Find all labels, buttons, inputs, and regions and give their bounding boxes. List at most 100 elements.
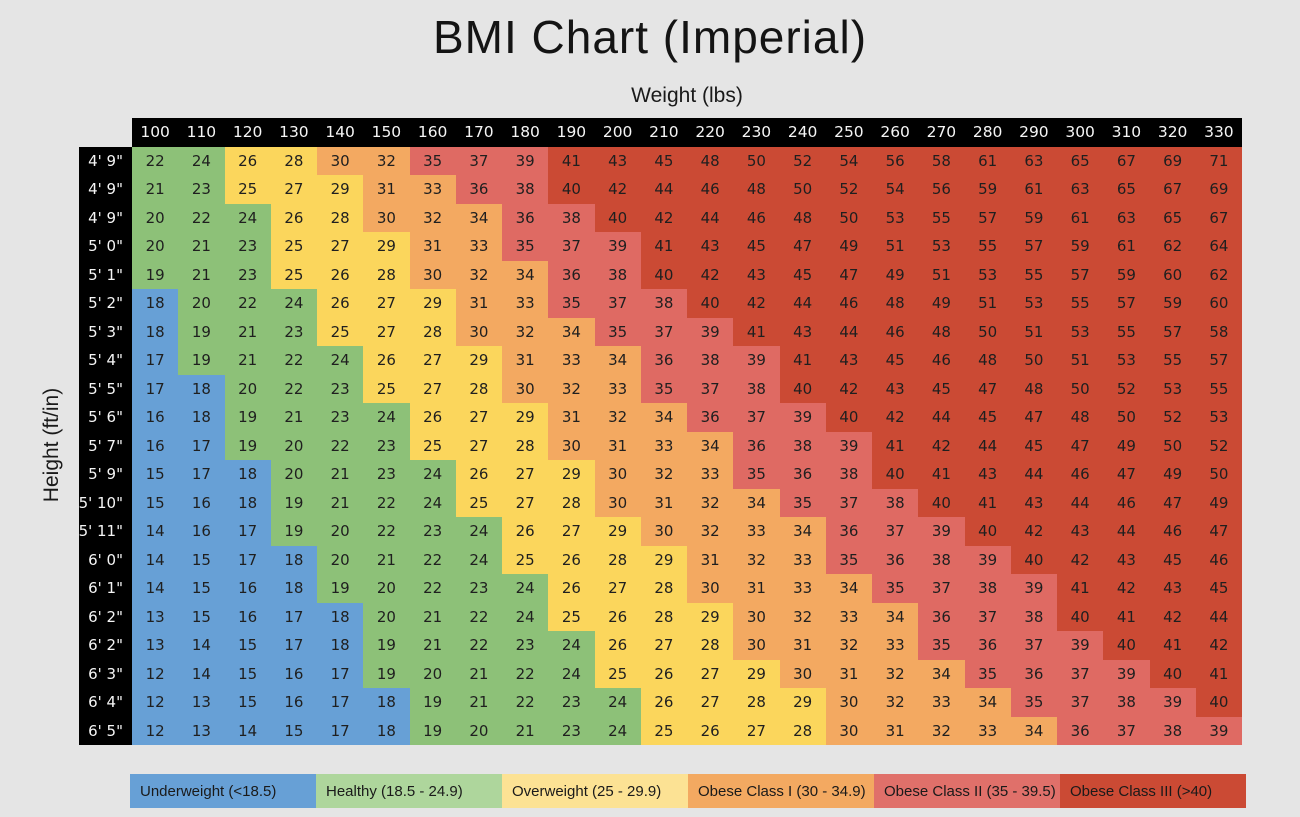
bmi-cell: 32 <box>363 146 410 175</box>
bmi-cell: 37 <box>1103 716 1150 745</box>
bmi-cell: 16 <box>132 431 179 460</box>
bmi-cell: 42 <box>825 374 872 403</box>
bmi-cell: 22 <box>270 374 317 403</box>
bmi-cell: 53 <box>872 203 919 232</box>
bmi-cell: 48 <box>1010 374 1057 403</box>
bmi-cell: 60 <box>1149 260 1196 289</box>
bmi-cell: 50 <box>1057 374 1104 403</box>
bmi-cell: 42 <box>872 403 919 432</box>
bmi-cell: 14 <box>178 659 225 688</box>
bmi-cell: 27 <box>502 488 549 517</box>
bmi-cell: 34 <box>918 659 965 688</box>
bmi-cell: 27 <box>502 460 549 489</box>
bmi-cell: 39 <box>964 545 1011 574</box>
height-row-header: 5' 7" <box>79 431 132 460</box>
height-row-header: 6' 2" <box>79 631 132 660</box>
bmi-cell: 20 <box>178 289 225 318</box>
bmi-cell: 41 <box>733 317 780 346</box>
bmi-cell: 42 <box>1195 631 1242 660</box>
bmi-cell: 35 <box>779 488 826 517</box>
bmi-cell: 37 <box>1010 631 1057 660</box>
bmi-cell: 44 <box>1195 602 1242 631</box>
bmi-cell: 21 <box>178 260 225 289</box>
bmi-cell: 47 <box>1103 460 1150 489</box>
bmi-cell: 38 <box>1149 716 1196 745</box>
bmi-cell: 65 <box>1057 146 1104 175</box>
bmi-cell: 41 <box>872 431 919 460</box>
bmi-cell: 24 <box>455 517 502 546</box>
bmi-cell: 24 <box>594 688 641 717</box>
weight-column-header: 310 <box>1103 118 1150 147</box>
bmi-cell: 52 <box>1149 403 1196 432</box>
bmi-cell: 17 <box>270 602 317 631</box>
bmi-cell: 24 <box>363 403 410 432</box>
bmi-cell: 37 <box>872 517 919 546</box>
bmi-cell: 28 <box>317 203 364 232</box>
bmi-cell: 37 <box>964 602 1011 631</box>
bmi-cell: 32 <box>779 602 826 631</box>
bmi-cell: 54 <box>872 175 919 204</box>
page-title: BMI Chart (Imperial) <box>432 11 868 63</box>
bmi-cell: 17 <box>224 517 271 546</box>
bmi-cell: 48 <box>779 203 826 232</box>
bmi-cell: 17 <box>178 460 225 489</box>
bmi-cell: 30 <box>733 602 780 631</box>
bmi-cell: 55 <box>964 232 1011 261</box>
bmi-heatmap-table: 100 110 120 130 140 150 160 170 180 190 200 210 220 2… <box>79 118 1242 745</box>
bmi-cell: 20 <box>317 545 364 574</box>
bmi-cell: 39 <box>1010 574 1057 603</box>
bmi-cell: 53 <box>1010 289 1057 318</box>
bmi-cell: 56 <box>872 146 919 175</box>
bmi-cell: 19 <box>409 716 456 745</box>
height-row-header: 5' 3" <box>79 317 132 346</box>
bmi-cell: 55 <box>1010 260 1057 289</box>
bmi-cell: 23 <box>363 431 410 460</box>
bmi-cell: 47 <box>825 260 872 289</box>
bmi-cell: 55 <box>918 203 965 232</box>
bmi-cell: 53 <box>1149 374 1196 403</box>
legend-item: Obese Class I (30 - 34.9) <box>688 774 874 808</box>
bmi-cell: 36 <box>1010 659 1057 688</box>
height-row-header: 6' 0" <box>79 545 132 574</box>
bmi-cell: 29 <box>779 688 826 717</box>
bmi-cell: 15 <box>224 688 271 717</box>
bmi-cell: 32 <box>548 374 595 403</box>
bmi-cell: 45 <box>964 403 1011 432</box>
bmi-cell: 44 <box>918 403 965 432</box>
bmi-cell: 41 <box>918 460 965 489</box>
bmi-cell: 19 <box>363 631 410 660</box>
bmi-cell: 50 <box>825 203 872 232</box>
bmi-cell: 40 <box>779 374 826 403</box>
bmi-cell: 31 <box>733 574 780 603</box>
bmi-cell: 34 <box>594 346 641 375</box>
bmi-cell: 28 <box>779 716 826 745</box>
bmi-cell: 26 <box>270 203 317 232</box>
bmi-cell: 41 <box>964 488 1011 517</box>
bmi-cell: 27 <box>640 631 687 660</box>
bmi-cell: 52 <box>1195 431 1242 460</box>
bmi-cell: 36 <box>1057 716 1104 745</box>
bmi-cell: 32 <box>872 659 919 688</box>
bmi-cell: 13 <box>132 602 179 631</box>
bmi-cell: 25 <box>270 260 317 289</box>
bmi-cell: 42 <box>1057 545 1104 574</box>
bmi-cell: 31 <box>502 346 549 375</box>
bmi-cell: 28 <box>733 688 780 717</box>
bmi-cell: 33 <box>779 574 826 603</box>
bmi-cell: 27 <box>687 659 734 688</box>
bmi-cell: 38 <box>918 545 965 574</box>
bmi-cell: 47 <box>1010 403 1057 432</box>
bmi-cell: 44 <box>1057 488 1104 517</box>
bmi-cell: 21 <box>502 716 549 745</box>
bmi-cell: 27 <box>455 403 502 432</box>
bmi-cell: 23 <box>363 460 410 489</box>
bmi-cell: 20 <box>363 574 410 603</box>
bmi-cell: 30 <box>363 203 410 232</box>
bmi-cell: 37 <box>918 574 965 603</box>
weight-column-header: 190 <box>548 118 595 147</box>
bmi-cell: 51 <box>1010 317 1057 346</box>
bmi-cell: 44 <box>687 203 734 232</box>
bmi-cell: 41 <box>1103 602 1150 631</box>
bmi-cell: 55 <box>1103 317 1150 346</box>
bmi-cell: 27 <box>270 175 317 204</box>
